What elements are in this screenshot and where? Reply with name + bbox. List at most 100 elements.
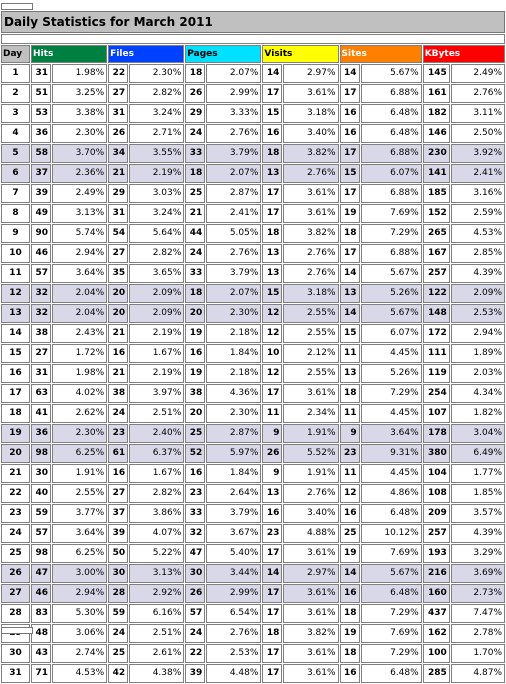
table-row: 12 32 2.04% 20 2.09% 18 2.07% 15 3.18% 13 5.26% 122… bbox=[1, 284, 505, 303]
files-percent-cell: 3.24% bbox=[129, 204, 185, 223]
hits-percent-cell: 2.04% bbox=[52, 304, 108, 323]
header-visits: Visits bbox=[262, 45, 339, 63]
visits-percent-cell: 3.61% bbox=[283, 664, 339, 683]
table-row: 30 43 2.74% 25 2.61% 22 2.53% 17 3.61% 18 7.29% 100… bbox=[1, 644, 505, 663]
table-row: 29483.06%242.51%242.76%183.82%197.69%162… bbox=[1, 624, 505, 643]
hits-count-cell: 90 bbox=[31, 224, 52, 243]
pages-percent-cell: 1.84% bbox=[206, 344, 262, 363]
hits-count-cell: 38 bbox=[31, 324, 52, 343]
pages-count-cell: 44 bbox=[185, 224, 206, 243]
pages-count-cell: 21 bbox=[185, 204, 206, 223]
visits-percent-cell: 2.12% bbox=[283, 344, 339, 363]
visits-percent-cell: 3.61% bbox=[283, 184, 339, 203]
visits-count-cell: 16 bbox=[262, 124, 283, 143]
table-row: 10 46 2.94% 27 2.82% 24 2.76% 13 2.76% 17 6.88% 167… bbox=[1, 244, 505, 263]
sites-count-cell: 16 bbox=[339, 124, 360, 143]
hits-count-cell: 31 bbox=[31, 364, 52, 383]
files-percent-cell: 3.97% bbox=[129, 384, 185, 403]
kbytes-count-cell: 100 bbox=[422, 644, 450, 663]
hits-count-cell: 47 bbox=[31, 564, 52, 583]
day-cell: 11 bbox=[1, 264, 31, 283]
sites-percent-cell: 6.48% bbox=[360, 124, 422, 143]
visits-count-cell: 12 bbox=[262, 304, 283, 323]
pages-count-cell: 18 bbox=[185, 284, 206, 303]
sites-count-cell: 25 bbox=[339, 524, 360, 543]
hits-count-cell: 36 bbox=[31, 124, 52, 143]
visits-percent-cell: 2.55% bbox=[283, 364, 339, 383]
pages-percent-cell: 2.30% bbox=[206, 304, 262, 323]
day-cell: 9 bbox=[1, 224, 31, 243]
header-row: Day Hits Files Pages Visits Sites KBytes bbox=[1, 45, 505, 63]
pages-percent-cell: 2.99% bbox=[206, 84, 262, 103]
hits-count-cell: 53 bbox=[31, 104, 52, 123]
files-count-cell: 50 bbox=[108, 544, 129, 563]
pages-percent-cell: 2.18% bbox=[206, 364, 262, 383]
hits-percent-cell: 2.30% bbox=[52, 424, 108, 443]
kbytes-percent-cell: 2.73% bbox=[450, 584, 505, 603]
sites-percent-cell: 6.07% bbox=[360, 164, 422, 183]
kbytes-percent-cell: 2.76% bbox=[450, 84, 505, 103]
title-row: Daily Statistics for March 2011 bbox=[1, 11, 505, 33]
pages-percent-cell: 2.07% bbox=[206, 64, 262, 83]
sites-count-cell: 18 bbox=[339, 604, 360, 623]
pages-count-cell: 16 bbox=[185, 464, 206, 483]
hits-count-cell: 36 bbox=[31, 424, 52, 443]
pages-percent-cell: 4.36% bbox=[206, 384, 262, 403]
sites-percent-cell: 6.48% bbox=[360, 664, 422, 683]
pages-count-cell: 33 bbox=[185, 264, 206, 283]
files-count-cell: 16 bbox=[108, 464, 129, 483]
day-cell: 6 bbox=[1, 164, 31, 183]
header-pages: Pages bbox=[185, 45, 262, 63]
kbytes-percent-cell: 4.87% bbox=[450, 664, 505, 683]
files-count-cell: 54 bbox=[108, 224, 129, 243]
visits-count-cell: 17 bbox=[262, 664, 283, 683]
hits-percent-cell: 3.13% bbox=[52, 204, 108, 223]
visits-percent-cell: 3.61% bbox=[283, 584, 339, 603]
table-row: 23 59 3.77% 37 3.86% 33 3.79% 16 3.40% 16 6.48% 209… bbox=[1, 504, 505, 523]
hits-percent-cell: 6.25% bbox=[52, 544, 108, 563]
visits-count-cell: 10 bbox=[262, 344, 283, 363]
files-count-cell: 39 bbox=[108, 524, 129, 543]
sites-percent-cell: 5.26% bbox=[360, 284, 422, 303]
files-count-cell: 29 bbox=[108, 184, 129, 203]
hits-percent-cell: 4.53% bbox=[52, 664, 108, 683]
visits-count-cell: 13 bbox=[262, 484, 283, 503]
visits-percent-cell: 2.97% bbox=[283, 64, 339, 83]
sites-percent-cell: 6.88% bbox=[360, 84, 422, 103]
visits-percent-cell: 3.61% bbox=[283, 604, 339, 623]
kbytes-count-cell: 437 bbox=[422, 604, 450, 623]
kbytes-percent-cell: 4.53% bbox=[450, 224, 505, 243]
visits-percent-cell: 3.82% bbox=[283, 144, 339, 163]
hits-count-cell: 48 bbox=[31, 624, 52, 643]
files-count-cell: 30 bbox=[108, 564, 129, 583]
table-row: 16 31 1.98% 21 2.19% 19 2.18% 12 2.55% 13 5.26% 119… bbox=[1, 364, 505, 383]
visits-percent-cell: 3.18% bbox=[283, 284, 339, 303]
kbytes-percent-cell: 4.39% bbox=[450, 524, 505, 543]
pages-count-cell: 25 bbox=[185, 424, 206, 443]
kbytes-percent-cell: 2.41% bbox=[450, 164, 505, 183]
visits-percent-cell: 3.61% bbox=[283, 544, 339, 563]
files-percent-cell: 3.13% bbox=[129, 564, 185, 583]
hits-count-cell: 58 bbox=[31, 144, 52, 163]
files-count-cell: 24 bbox=[108, 404, 129, 423]
files-percent-cell: 3.03% bbox=[129, 184, 185, 203]
sites-percent-cell: 3.64% bbox=[360, 424, 422, 443]
hits-percent-cell: 3.70% bbox=[52, 144, 108, 163]
pages-percent-cell: 3.79% bbox=[206, 144, 262, 163]
files-count-cell: 61 bbox=[108, 444, 129, 463]
pages-percent-cell: 2.53% bbox=[206, 644, 262, 663]
files-percent-cell: 2.19% bbox=[129, 164, 185, 183]
sites-percent-cell: 6.88% bbox=[360, 244, 422, 263]
table-row: 9 90 5.74% 54 5.64% 44 5.05% 18 3.82% 18 7.29% 265 4… bbox=[1, 224, 505, 243]
sites-percent-cell: 9.31% bbox=[360, 444, 422, 463]
sites-percent-cell: 5.67% bbox=[360, 564, 422, 583]
visits-count-cell: 9 bbox=[262, 424, 283, 443]
sites-percent-cell: 7.29% bbox=[360, 604, 422, 623]
visits-percent-cell: 2.55% bbox=[283, 324, 339, 343]
pages-count-cell: 30 bbox=[185, 564, 206, 583]
pages-percent-cell: 5.40% bbox=[206, 544, 262, 563]
day-cell: 8 bbox=[1, 204, 31, 223]
table-row: 25 98 6.25% 50 5.22% 47 5.40% 17 3.61% 19 7.69% 193… bbox=[1, 544, 505, 563]
sites-percent-cell: 7.29% bbox=[360, 384, 422, 403]
header-spacer-row bbox=[1, 34, 505, 44]
